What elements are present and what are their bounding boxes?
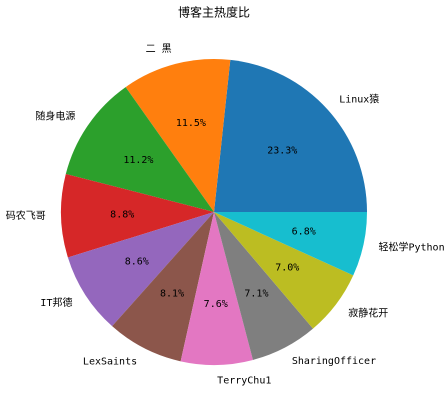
pie-slice (180, 212, 253, 365)
pie-slice (214, 212, 313, 360)
value-label: 8.8% (110, 209, 134, 220)
value-label: 7.6% (204, 299, 228, 310)
slice-label: LexSaints (83, 357, 137, 368)
value-label: 8.1% (160, 289, 184, 300)
pie-slice (60, 173, 214, 258)
slice-label: 随身电源 (35, 110, 75, 123)
pie-slice (214, 212, 367, 276)
slice-label: 寂静花开 (348, 306, 388, 319)
chart-title: 博客主热度比 (178, 5, 250, 20)
slice-label: 二 黑 (146, 43, 172, 55)
pie-slice (67, 212, 214, 327)
value-label: 7.0% (275, 262, 299, 273)
value-label: 6.8% (292, 226, 316, 237)
slice-label: Linux猿 (339, 93, 379, 106)
pie-slice (112, 212, 214, 362)
slice-label: 轻松学Python (378, 241, 444, 254)
pie-slice (214, 59, 367, 212)
value-label: 8.6% (125, 257, 149, 268)
value-label: 11.2% (123, 155, 153, 166)
value-label: 7.1% (244, 288, 268, 299)
pie-slice (214, 212, 354, 329)
slice-label: SharingOfficer (292, 356, 376, 367)
value-label: 11.5% (176, 118, 206, 129)
slice-label: TerryChu1 (217, 375, 271, 386)
pie-slice (125, 59, 231, 212)
pie-slice (65, 87, 214, 212)
slice-label: 码农飞哥 (6, 209, 46, 222)
value-label: 23.3% (267, 146, 297, 157)
slice-label: IT邦德 (40, 296, 72, 309)
